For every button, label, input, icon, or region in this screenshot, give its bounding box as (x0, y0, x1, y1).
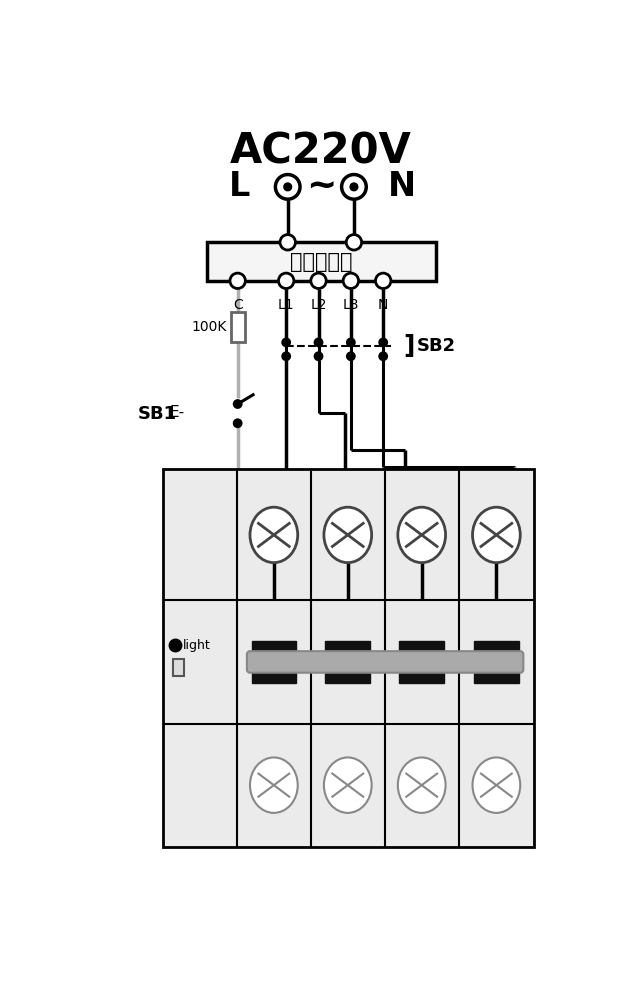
Text: N: N (387, 171, 416, 204)
Circle shape (347, 353, 355, 360)
Circle shape (376, 273, 391, 289)
Circle shape (282, 339, 290, 347)
Text: light: light (183, 638, 211, 651)
Text: 分线端子排: 分线端子排 (290, 252, 352, 272)
Ellipse shape (250, 507, 298, 562)
Circle shape (315, 339, 322, 347)
Ellipse shape (324, 507, 372, 562)
Ellipse shape (473, 507, 520, 562)
Text: SB1: SB1 (138, 405, 177, 423)
Bar (173, 659, 184, 675)
Circle shape (282, 353, 290, 360)
Bar (326, 640, 370, 683)
Text: L3: L3 (342, 298, 359, 312)
Circle shape (284, 183, 292, 191)
Text: AC220V: AC220V (230, 131, 412, 173)
Circle shape (230, 273, 245, 289)
Bar (252, 640, 296, 683)
Circle shape (311, 273, 326, 289)
Circle shape (347, 339, 355, 347)
Circle shape (279, 273, 294, 289)
Circle shape (379, 353, 387, 360)
Circle shape (343, 273, 359, 289)
Circle shape (315, 353, 322, 360)
Text: C: C (233, 298, 242, 312)
FancyBboxPatch shape (247, 651, 523, 672)
Text: L: L (229, 171, 250, 204)
Circle shape (280, 235, 295, 250)
Text: L1: L1 (278, 298, 294, 312)
Bar (231, 312, 245, 343)
Ellipse shape (324, 757, 372, 813)
Circle shape (346, 235, 362, 250)
Ellipse shape (473, 757, 520, 813)
Ellipse shape (250, 757, 298, 813)
Circle shape (234, 420, 242, 428)
Text: N: N (378, 298, 388, 312)
Text: 100K: 100K (192, 320, 227, 334)
Circle shape (379, 339, 387, 347)
Circle shape (275, 175, 300, 199)
Ellipse shape (398, 507, 446, 562)
Bar (163, 470, 534, 847)
Circle shape (234, 401, 242, 408)
Text: L2: L2 (310, 298, 327, 312)
Circle shape (342, 175, 366, 199)
Circle shape (350, 183, 358, 191)
Text: ]: ] (403, 335, 414, 359)
Text: ~: ~ (305, 170, 336, 204)
Bar (399, 640, 444, 683)
Bar (207, 243, 436, 281)
Ellipse shape (398, 757, 446, 813)
Text: SB2: SB2 (417, 338, 456, 356)
Bar (474, 640, 519, 683)
Text: E-: E- (170, 405, 185, 420)
